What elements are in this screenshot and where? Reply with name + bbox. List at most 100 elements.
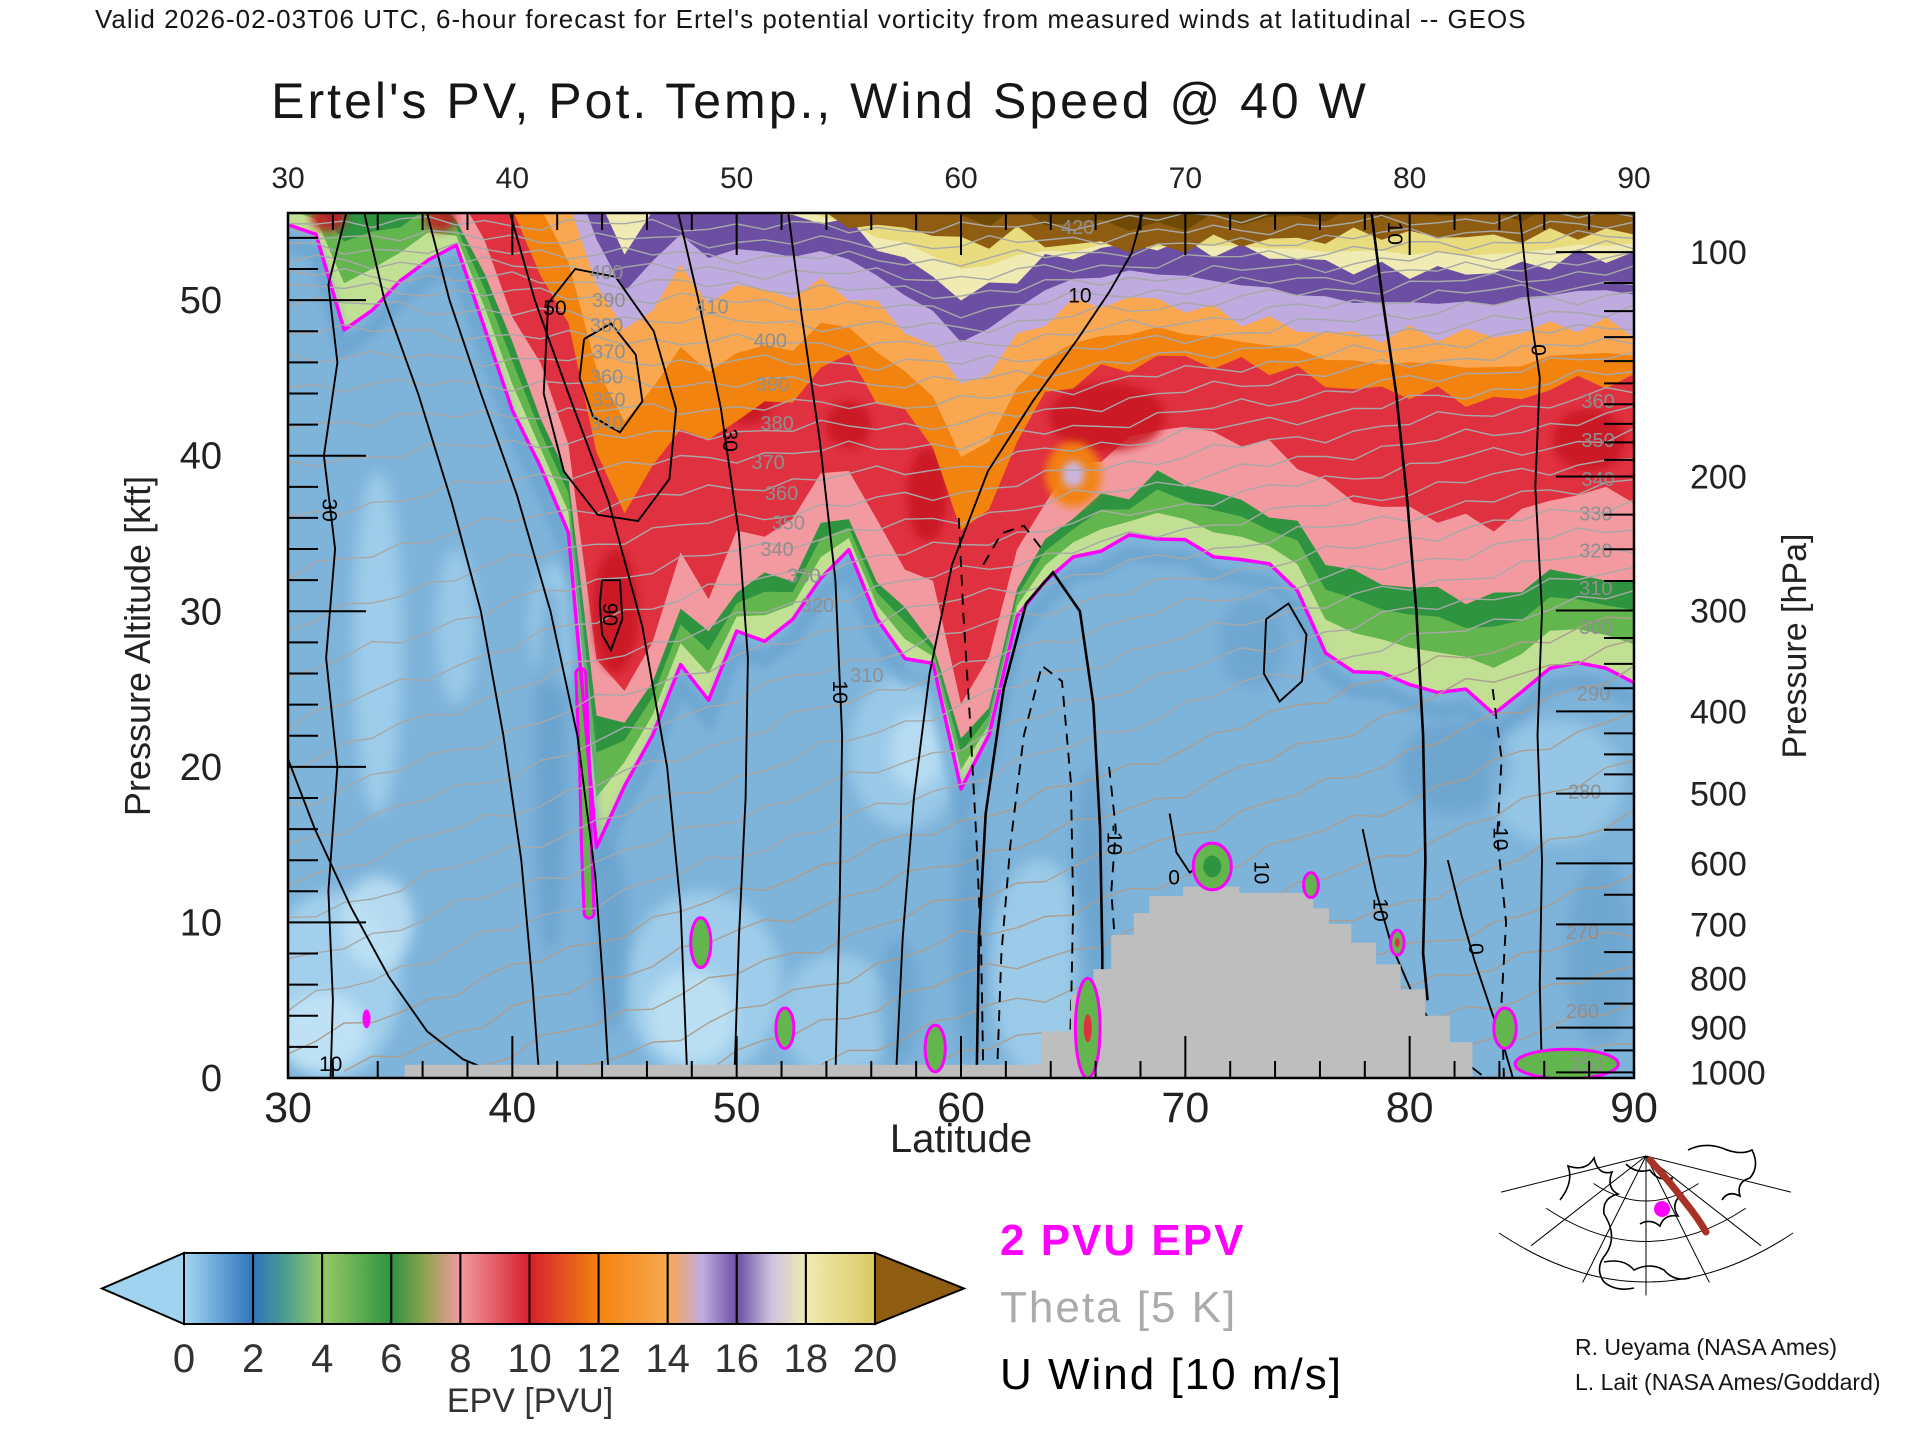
theta-label: 340 [590, 413, 623, 435]
wind-label: 10 [1068, 284, 1091, 307]
credit-line-0: R. Ueyama (NASA Ames) [1575, 1334, 1838, 1360]
colorbar-tick: 0 [173, 1337, 195, 1381]
y-right-tick: 1000 [1690, 1054, 1766, 1092]
colorbar-tick: 16 [715, 1337, 760, 1381]
x-tick-top: 30 [271, 162, 304, 195]
legend-item-0: 2 PVU EPV [1000, 1216, 1246, 1265]
y-left-tick: 0 [201, 1058, 222, 1100]
theta-label: 370 [592, 341, 625, 363]
colorbar-tick: 10 [507, 1337, 552, 1381]
theta-label: 310 [1579, 578, 1612, 600]
y-right-tick: 200 [1690, 459, 1747, 497]
wind-label: 30 [318, 498, 341, 521]
theta-label: 350 [1581, 430, 1614, 452]
y-right-tick: 300 [1690, 592, 1747, 630]
y-left-tick: 40 [180, 436, 222, 478]
contour-legend: 2 PVU EPV Theta [5 K] U Wind [10 m/s] [1000, 1216, 1343, 1417]
y-left-title: Pressure Altitude [kft] [117, 476, 158, 816]
y-right-tick: 900 [1690, 1010, 1747, 1048]
colorbar-segment [597, 1252, 669, 1325]
colorbar-tick: 14 [645, 1337, 690, 1381]
x-tick-bottom: 40 [488, 1084, 536, 1132]
theta-label: 330 [787, 565, 820, 587]
x-tick-bottom: 50 [713, 1084, 761, 1132]
axes: 3030404050506060707080809090010203040501… [117, 162, 1814, 1161]
theta-label: 340 [760, 539, 793, 561]
valid-header: Valid 2026-02-03T06 UTC, 6-hour forecast… [95, 4, 1527, 34]
colorbar-segment [252, 1252, 324, 1325]
y-left-tick: 30 [180, 591, 222, 633]
wind-label: -10 [1103, 825, 1126, 855]
theta-label: 270 [1566, 922, 1599, 944]
theta-label: 310 [850, 665, 883, 687]
page-title: Ertel's PV, Pot. Temp., Wind Speed @ 40 … [271, 73, 1369, 129]
colorbar-tick: 18 [784, 1337, 829, 1381]
theta-label: 260 [1566, 1001, 1599, 1023]
x-tick-top: 80 [1393, 162, 1426, 195]
colorbar-segment [390, 1252, 462, 1325]
theta-label: 350 [772, 513, 805, 535]
theta-label: 410 [695, 296, 728, 318]
location-dot [1654, 1201, 1670, 1217]
wind-label: 10 [1383, 222, 1406, 245]
y-right-tick: 700 [1690, 906, 1747, 944]
theta-label: 320 [1579, 541, 1612, 563]
credit-line-1: L. Lait (NASA Ames/Goddard) [1575, 1369, 1881, 1395]
theta-label: 350 [592, 390, 625, 412]
theta-label: 390 [592, 290, 625, 312]
colorbar-arrow-left [99, 1251, 185, 1326]
colorbar-arrow-right [874, 1251, 967, 1326]
colorbar-tick: 2 [242, 1337, 264, 1381]
coastline [1603, 1260, 1691, 1280]
plot-area: 4204104003903803703603503403303203104003… [288, 213, 1634, 1078]
colorbar-tick: 6 [380, 1337, 402, 1381]
theta-label: 370 [751, 452, 784, 474]
colorbar-segment [459, 1252, 531, 1325]
y-right-tick: 100 [1690, 234, 1747, 272]
legend-item-2: U Wind [10 m/s] [1000, 1350, 1343, 1399]
y-right-tick: 500 [1690, 776, 1747, 814]
colorbar-tick: 20 [853, 1337, 898, 1381]
x-tick-bottom: 60 [937, 1084, 985, 1132]
y-left-tick: 50 [180, 280, 222, 322]
x-tick-bottom: 70 [1161, 1084, 1209, 1132]
colorbar-title: EPV [PVU] [447, 1382, 613, 1420]
x-axis-title: Latitude [890, 1117, 1032, 1161]
y-left-tick: 10 [180, 902, 222, 944]
wind-label: 10 [1250, 861, 1273, 884]
colorbar-segment [183, 1252, 255, 1325]
wind-label: 10 [319, 1053, 342, 1076]
wind-label: -10 [1489, 820, 1512, 850]
x-tick-top: 60 [944, 162, 977, 195]
wind-label: 90 [598, 603, 621, 626]
theta-label: 320 [801, 595, 834, 617]
cross-section-path [1646, 1156, 1710, 1236]
colorbar-tick: 12 [576, 1337, 621, 1381]
colorbar: 0 2 4 6 8 10 12 14 16 18 20 EPV [PVU] [99, 1251, 967, 1420]
theta-label: 360 [765, 483, 798, 505]
theta-label: 340 [1581, 469, 1614, 491]
y-left-tick: 20 [180, 747, 222, 789]
credits: R. Ueyama (NASA Ames) L. Lait (NASA Ames/… [1575, 1330, 1881, 1400]
wind-label: 0 [1527, 344, 1550, 356]
theta-label: 290 [1577, 684, 1610, 706]
theta-label: 400 [590, 262, 623, 284]
coastline [1559, 1155, 1635, 1290]
theta-label: 330 [1579, 503, 1612, 525]
theta-label: 250 [1570, 1054, 1603, 1076]
legend-item-1: Theta [5 K] [1000, 1283, 1238, 1332]
theta-label: 390 [756, 374, 789, 396]
wind-label: 50 [543, 297, 566, 320]
theta-label: 380 [590, 315, 623, 337]
wind-label: 10 [1369, 898, 1392, 921]
y-right-tick: 600 [1690, 845, 1747, 883]
y-right-tick: 800 [1690, 961, 1747, 999]
theta-label: 360 [1581, 391, 1614, 413]
colorbar-segment [321, 1252, 393, 1325]
theta-label: 360 [590, 366, 623, 388]
y-right-title: Pressure [hPa] [1776, 534, 1814, 759]
coastline [1625, 1163, 1684, 1228]
x-tick-top: 40 [496, 162, 529, 195]
colorbar-segment [666, 1252, 738, 1325]
